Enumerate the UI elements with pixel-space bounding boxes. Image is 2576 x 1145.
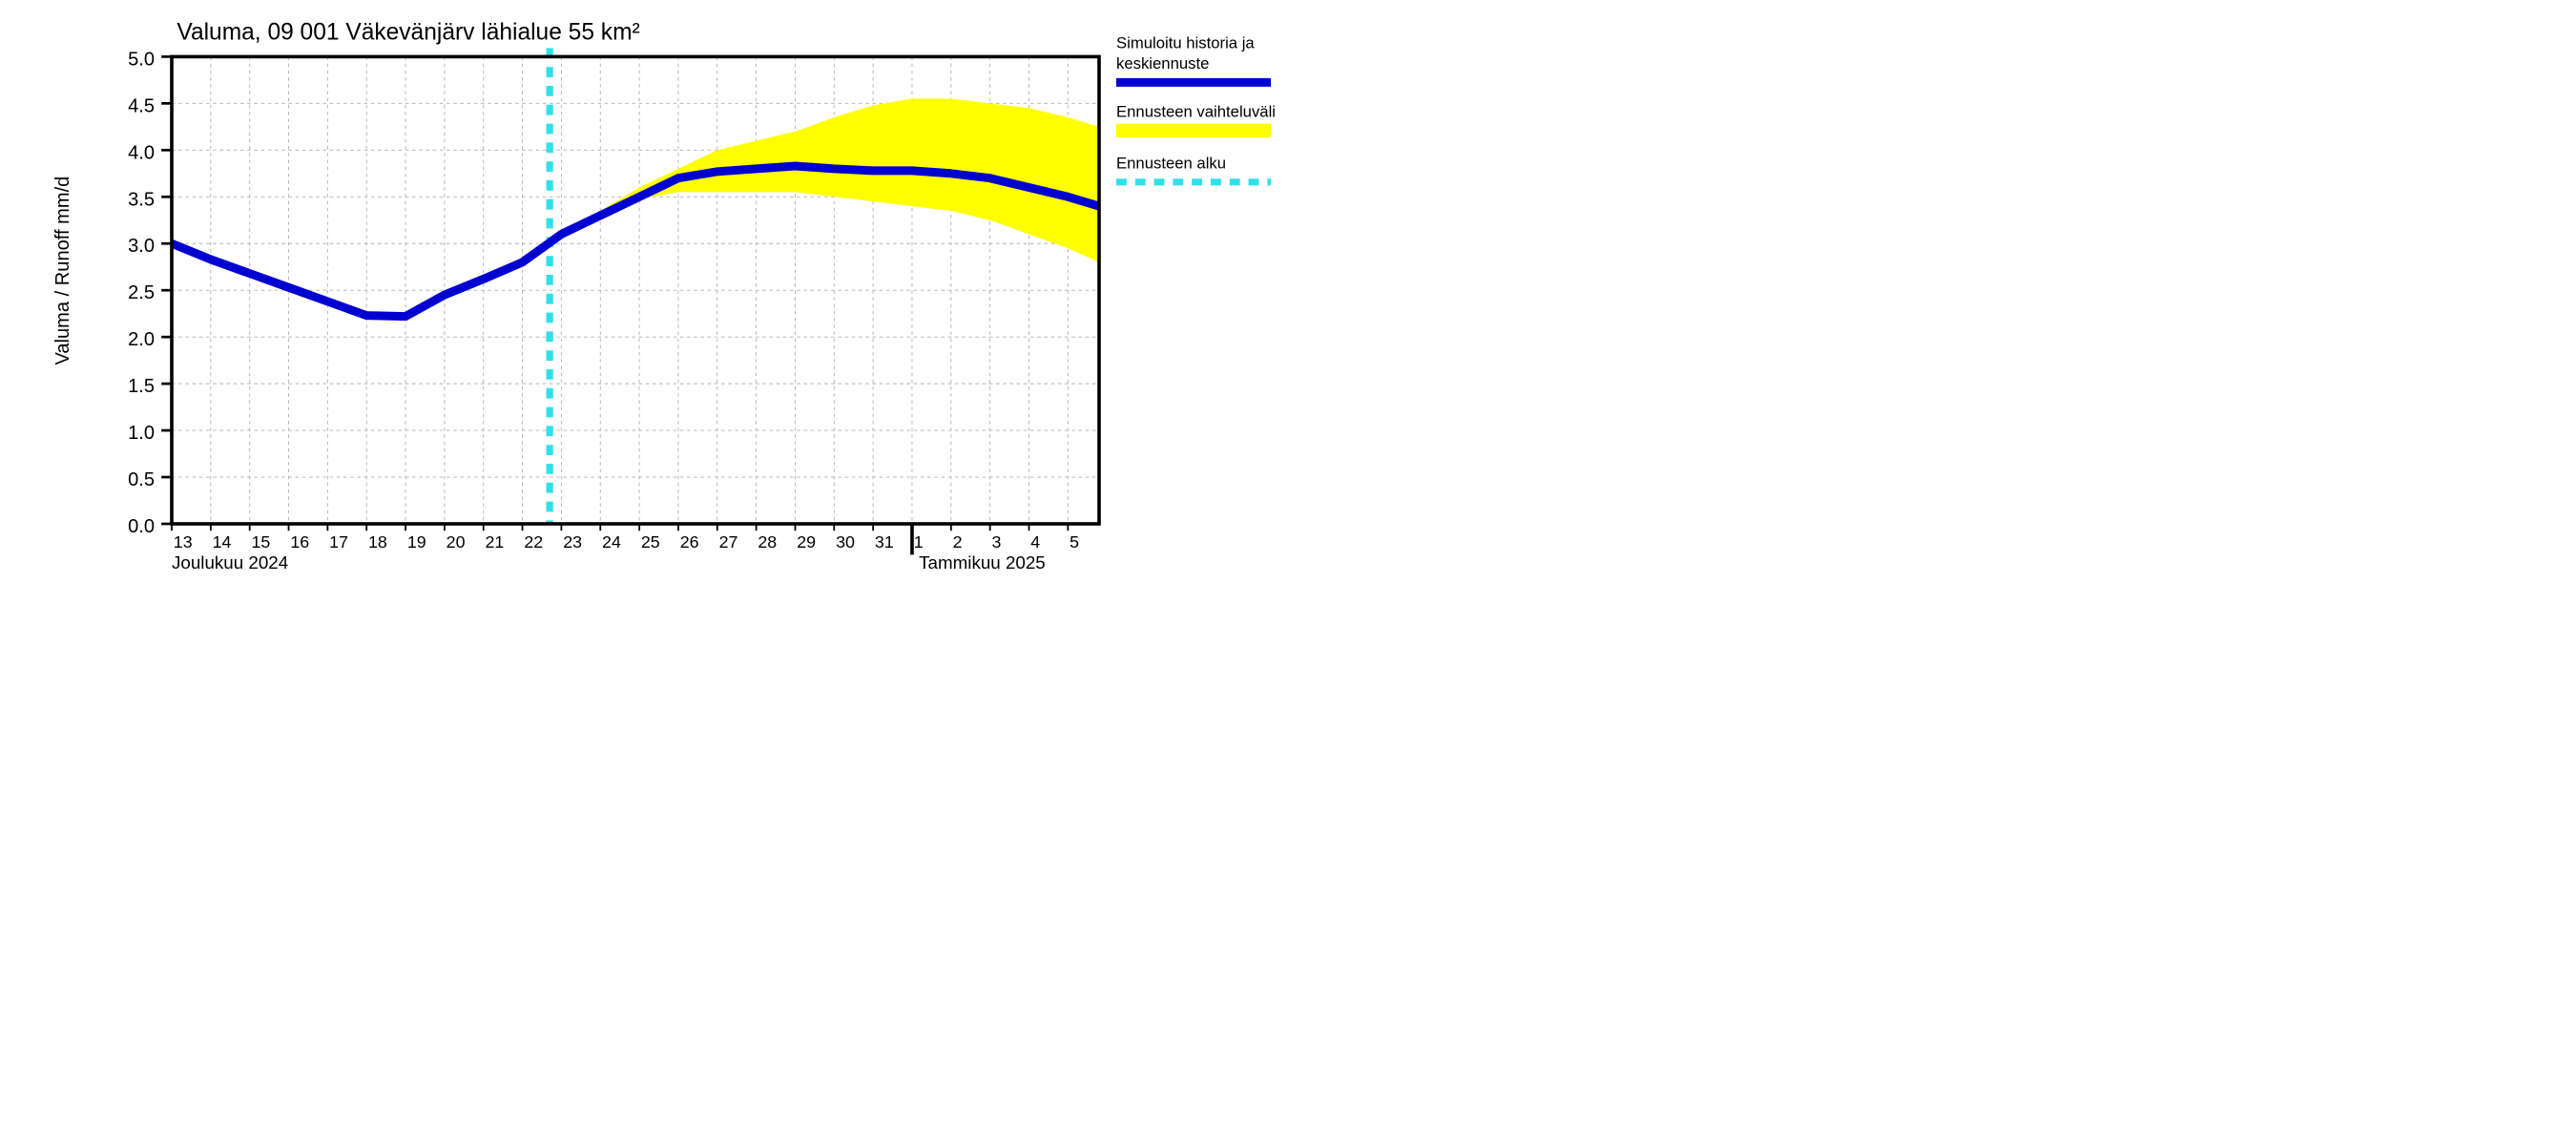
ytick-label: 4.0: [128, 142, 155, 163]
xtick-label: 3: [991, 532, 1001, 552]
xtick-label: 18: [368, 532, 387, 552]
xtick-label: 24: [602, 532, 621, 552]
runoff-chart: 0.00.51.01.52.02.53.03.54.04.55.01314151…: [0, 0, 1288, 572]
xtick-label: 13: [174, 532, 193, 552]
ytick-label: 2.0: [128, 329, 155, 350]
ytick-label: 0.5: [128, 469, 155, 490]
ytick-label: 1.5: [128, 376, 155, 397]
xtick-label: 17: [329, 532, 348, 552]
xtick-label: 4: [1030, 532, 1040, 552]
xtick-label: 28: [758, 532, 777, 552]
xtick-label: 29: [797, 532, 816, 552]
xtick-label: 1: [914, 532, 924, 552]
legend-label: keskiennuste: [1116, 54, 1209, 73]
legend-label: Ennusteen vaihteluväli: [1116, 102, 1276, 120]
legend-label: Ennusteen alku: [1116, 154, 1226, 172]
ytick-label: 3.0: [128, 236, 155, 257]
xtick-label: 15: [251, 532, 270, 552]
ytick-label: 2.5: [128, 282, 155, 303]
xtick-label: 14: [213, 532, 232, 552]
month-fi-left: Joulukuu 2024: [172, 552, 288, 572]
xtick-label: 23: [563, 532, 582, 552]
month-fi-right: Tammikuu 2025: [919, 552, 1046, 572]
xtick-label: 25: [641, 532, 660, 552]
xtick-label: 31: [875, 532, 894, 552]
ytick-label: 0.0: [128, 516, 155, 537]
xtick-label: 26: [680, 532, 699, 552]
xtick-label: 21: [486, 532, 505, 552]
ytick-label: 4.5: [128, 95, 155, 116]
xtick-label: 22: [524, 532, 543, 552]
y-axis-label: Valuma / Runoff mm/d: [52, 177, 73, 365]
chart-title: Valuma, 09 001 Väkevänjärv lähialue 55 k…: [177, 19, 639, 45]
xtick-label: 5: [1070, 532, 1079, 552]
xtick-label: 16: [290, 532, 309, 552]
xtick-label: 19: [407, 532, 426, 552]
chart-bg: [0, 0, 1288, 572]
ytick-label: 1.0: [128, 423, 155, 444]
ytick-label: 3.5: [128, 189, 155, 210]
xtick-label: 2: [953, 532, 963, 552]
chart-svg: 0.00.51.01.52.02.53.03.54.04.55.01314151…: [0, 0, 1288, 572]
ytick-label: 5.0: [128, 49, 155, 70]
xtick-label: 20: [447, 532, 466, 552]
xtick-label: 27: [719, 532, 738, 552]
xtick-label: 30: [836, 532, 855, 552]
legend-label: Simuloitu historia ja: [1116, 33, 1255, 52]
